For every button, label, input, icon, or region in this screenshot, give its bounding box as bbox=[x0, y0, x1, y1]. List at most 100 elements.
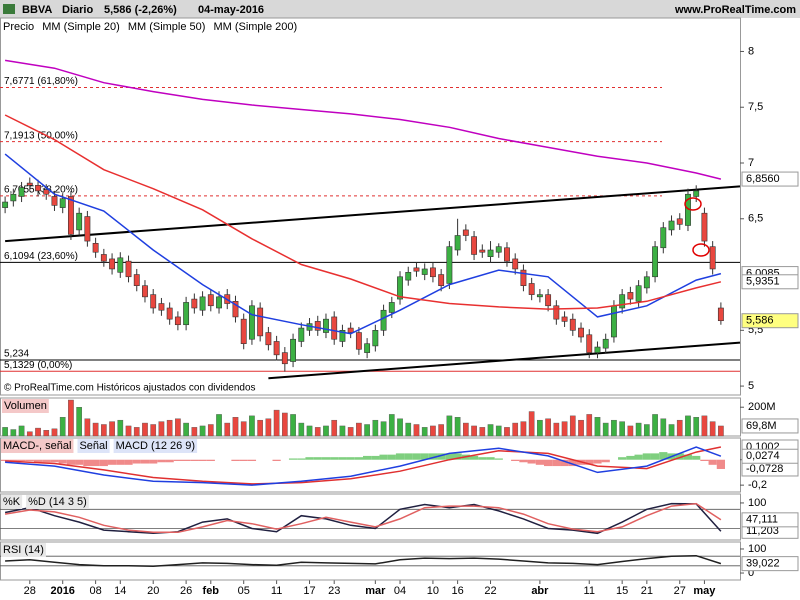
candle-body bbox=[35, 185, 41, 192]
candle-body bbox=[84, 216, 91, 242]
candle-body bbox=[454, 235, 461, 251]
series-line bbox=[4, 153, 722, 335]
volume-bar bbox=[644, 424, 650, 437]
histogram-bar bbox=[116, 459, 125, 465]
x-tick-label: 23 bbox=[328, 585, 340, 597]
volume-bar bbox=[18, 425, 25, 437]
candle-body bbox=[216, 296, 222, 309]
volume-bar bbox=[545, 418, 551, 437]
x-tick-label: 17 bbox=[303, 585, 315, 597]
last-value-label: 5,9351 bbox=[746, 276, 780, 288]
histogram-bar bbox=[387, 454, 396, 460]
histogram-bar bbox=[17, 459, 26, 461]
legend-box bbox=[1, 439, 74, 453]
candle-body bbox=[199, 296, 206, 311]
highlight-circle bbox=[692, 243, 710, 257]
volume-bar bbox=[117, 419, 124, 437]
candle-body bbox=[232, 301, 239, 318]
volume-bar bbox=[471, 425, 477, 437]
candle-body bbox=[520, 269, 527, 286]
candle-body bbox=[18, 187, 25, 197]
x-tick-label: abr bbox=[531, 585, 549, 597]
legend-box bbox=[1, 495, 23, 509]
volume-bar bbox=[635, 422, 642, 437]
candle-body bbox=[372, 330, 379, 347]
histogram-bar bbox=[675, 453, 684, 460]
volume-bar bbox=[528, 411, 535, 437]
histogram-bar bbox=[428, 453, 438, 460]
last-value-box bbox=[741, 313, 799, 329]
legend-label: %K bbox=[3, 496, 21, 508]
candle-body bbox=[504, 247, 510, 262]
series-line bbox=[4, 502, 722, 534]
x-tick-label: 14 bbox=[114, 585, 126, 597]
histogram-bar bbox=[99, 459, 108, 467]
symbol: BBVA bbox=[22, 4, 52, 16]
last-value-box bbox=[741, 512, 799, 528]
panel-frame bbox=[0, 397, 741, 437]
volume-bar bbox=[125, 425, 132, 437]
histogram-bar bbox=[132, 459, 141, 464]
volume-bar bbox=[273, 409, 280, 437]
last-value-label: 47,111 bbox=[746, 514, 778, 526]
volume-bar bbox=[68, 399, 74, 437]
candle-body bbox=[561, 316, 568, 322]
x-tick-label: feb bbox=[203, 585, 220, 597]
volume-bar bbox=[553, 422, 560, 437]
candle-body bbox=[528, 283, 535, 295]
volume-bar bbox=[175, 418, 181, 437]
y-tick-label: -0,2 bbox=[748, 479, 767, 491]
volume-bar bbox=[224, 422, 231, 437]
legend-box bbox=[77, 439, 110, 453]
legend-label: MM (Simple 20) bbox=[42, 21, 120, 33]
candle-body bbox=[281, 352, 288, 365]
volume-bar bbox=[199, 425, 206, 437]
candle-body bbox=[117, 257, 124, 273]
fib-label: 7,6771 (61,80%) bbox=[4, 76, 78, 87]
volume-bar bbox=[142, 422, 148, 437]
volume-bar bbox=[668, 424, 675, 437]
histogram-bar bbox=[626, 455, 635, 460]
volume-bar bbox=[150, 424, 157, 437]
histogram-bar bbox=[560, 459, 569, 467]
legend-box bbox=[2, 399, 49, 413]
volume-bar bbox=[652, 414, 658, 437]
histogram-bar bbox=[149, 459, 158, 464]
candle-body bbox=[174, 316, 181, 326]
histogram-bar bbox=[1, 459, 10, 461]
footnote: © ProRealTime.com Históricos ajustados c… bbox=[4, 383, 256, 394]
candle-body bbox=[76, 212, 83, 231]
volume-bar bbox=[693, 417, 700, 437]
histogram-bar bbox=[379, 454, 388, 460]
volume-bar bbox=[405, 422, 412, 437]
volume-bar bbox=[347, 427, 354, 437]
date: 04-may-2016 bbox=[198, 4, 264, 16]
volume-bar bbox=[10, 429, 17, 437]
candle-body bbox=[569, 318, 576, 331]
series-line bbox=[5, 446, 722, 486]
y-tick-label: 0 bbox=[748, 567, 754, 579]
legend-label: MM (Simple 200) bbox=[213, 21, 297, 33]
volume-bar bbox=[339, 425, 346, 437]
legend-label: Precio bbox=[3, 21, 34, 33]
histogram-bar bbox=[25, 459, 34, 461]
fib-label: 6,7055 (38,20%) bbox=[4, 184, 78, 195]
histogram-bar bbox=[552, 459, 561, 467]
last-value-label: 5,586 bbox=[746, 315, 774, 327]
volume-bar bbox=[520, 421, 527, 437]
volume-bar bbox=[240, 421, 247, 437]
y-tick-label: 100 bbox=[748, 543, 766, 555]
histogram-bar bbox=[634, 454, 643, 460]
volume-bar bbox=[76, 407, 82, 437]
x-tick-label: may bbox=[693, 585, 716, 597]
candle-body bbox=[429, 267, 436, 278]
histogram-bar bbox=[486, 457, 495, 460]
candle-body bbox=[207, 294, 214, 307]
histogram-bar bbox=[231, 459, 240, 461]
histogram-bar bbox=[239, 459, 248, 461]
x-tick-label: 08 bbox=[89, 585, 101, 597]
candle-body bbox=[314, 321, 321, 331]
histogram-bar bbox=[593, 459, 602, 464]
candle-body bbox=[364, 343, 371, 353]
